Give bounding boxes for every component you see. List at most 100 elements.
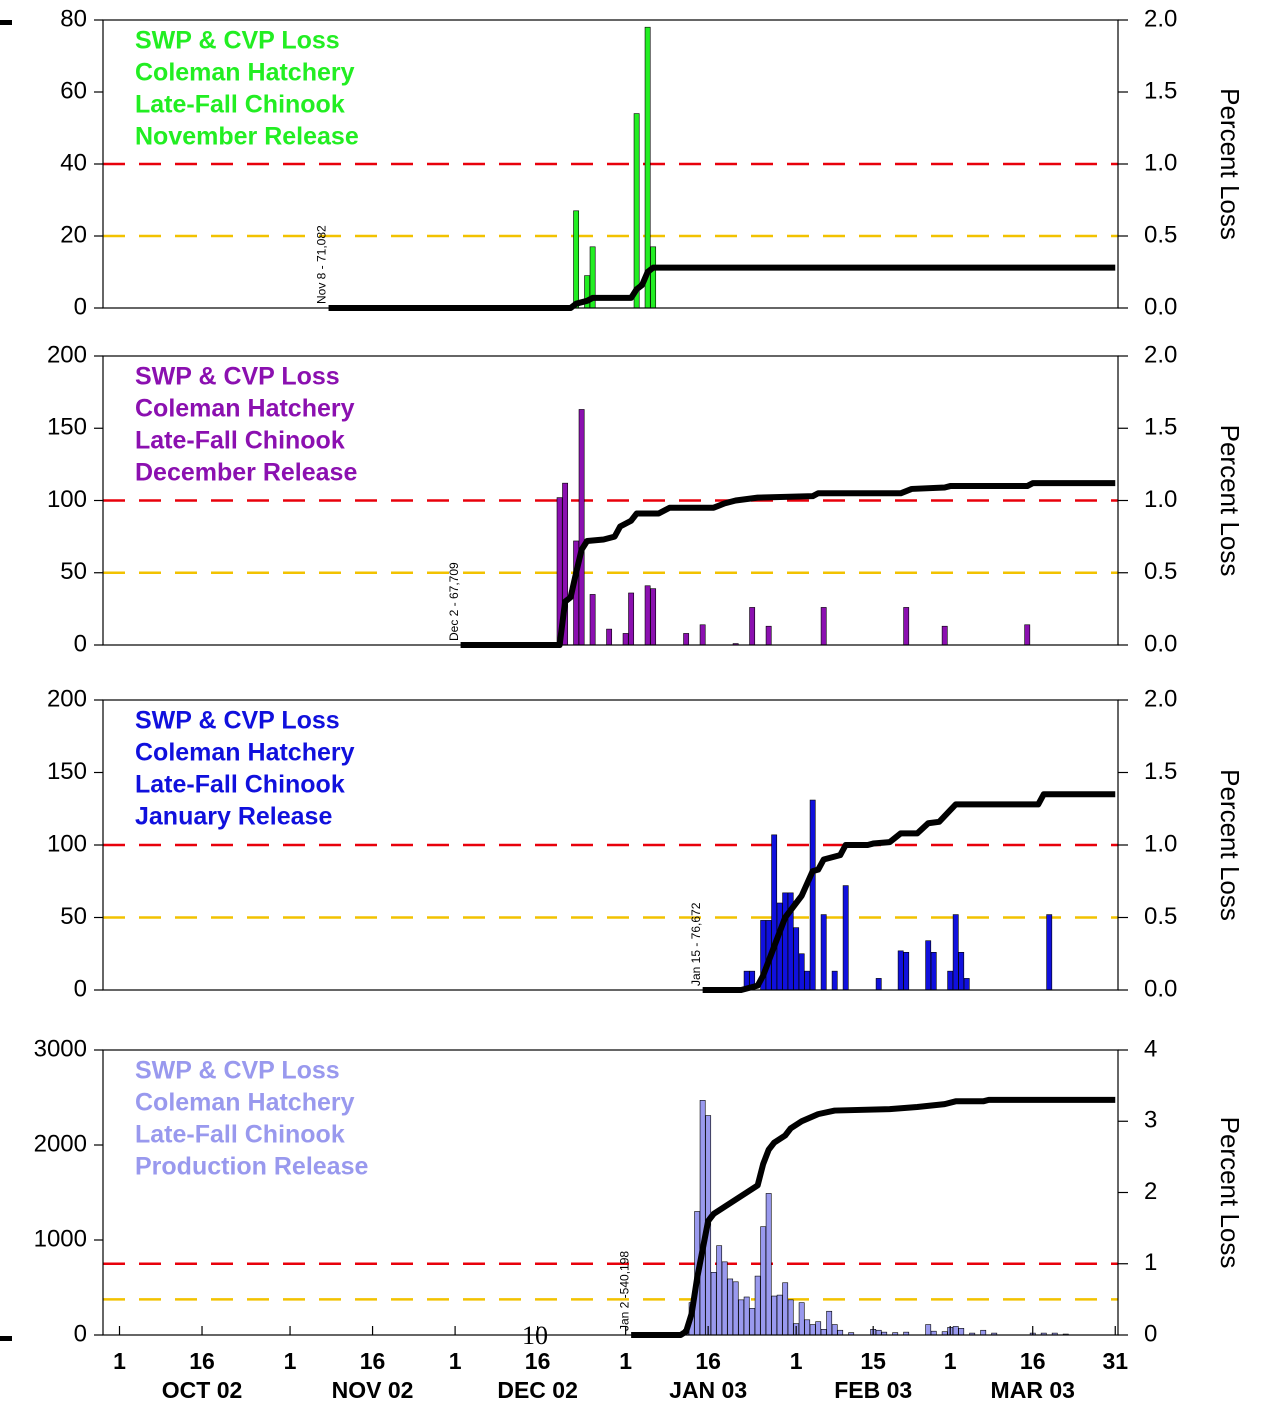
bar xyxy=(897,950,904,991)
legend-line: January Release xyxy=(135,803,332,831)
bar xyxy=(650,588,657,646)
legend-line: SWP & CVP Loss xyxy=(135,1057,340,1085)
bar xyxy=(958,1328,965,1336)
bar xyxy=(826,1310,833,1336)
y2-axis-label: Percent Loss xyxy=(1215,1117,1245,1269)
bar xyxy=(1024,624,1031,646)
bar xyxy=(925,940,932,991)
bar xyxy=(815,1321,822,1336)
cumulative-line xyxy=(702,791,1116,993)
release-annotation: Jan 2 -540,198 xyxy=(617,1251,631,1331)
bar xyxy=(1046,914,1053,991)
bar xyxy=(776,1294,783,1336)
y2-tick-label: 4 xyxy=(1144,1035,1157,1062)
y-tick-label: 80 xyxy=(60,5,87,32)
bar xyxy=(820,914,827,991)
x-group-label: MAR 03 xyxy=(991,1377,1075,1403)
y-tick-label: 150 xyxy=(47,414,87,441)
bar xyxy=(765,625,772,646)
bar xyxy=(875,1329,882,1336)
x-tick-label: 16 xyxy=(189,1348,215,1374)
y2-tick-label: 1.5 xyxy=(1144,758,1177,785)
y2-tick-label: 0.5 xyxy=(1144,221,1177,248)
y-tick-label: 100 xyxy=(47,830,87,857)
bar xyxy=(573,210,580,309)
legend-line: December Release xyxy=(135,459,357,487)
bar xyxy=(787,1299,794,1336)
x-group-label: JAN 03 xyxy=(669,1377,747,1403)
bar xyxy=(683,633,690,646)
y2-tick-label: 0.0 xyxy=(1144,975,1177,1002)
release-annotation: Dec 2 - 67,709 xyxy=(447,562,461,641)
bar xyxy=(782,892,789,991)
y-tick-label: 60 xyxy=(60,77,87,104)
bar xyxy=(644,26,651,309)
legend-line: Late-Fall Chinook xyxy=(135,771,345,799)
x-tick-label: 1 xyxy=(449,1348,462,1374)
legend-line: Coleman Hatchery xyxy=(135,59,355,87)
x-tick-label: 1 xyxy=(944,1348,957,1374)
bar xyxy=(875,978,882,991)
bar xyxy=(958,951,965,991)
y-tick-label: 50 xyxy=(60,903,87,930)
x-tick-label: 1 xyxy=(619,1348,632,1374)
legend-line: Coleman Hatchery xyxy=(135,395,355,423)
bar xyxy=(644,585,651,646)
bar xyxy=(952,1326,959,1336)
bar xyxy=(941,625,948,646)
release-annotation: Jan 15 - 76,672 xyxy=(689,902,703,986)
edge-mark xyxy=(0,1336,12,1341)
bar xyxy=(633,113,640,309)
y-tick-label: 200 xyxy=(47,341,87,368)
y2-axis-label: Percent Loss xyxy=(1215,425,1245,577)
y2-axis-label: Percent Loss xyxy=(1215,88,1245,240)
y-tick-label: 200 xyxy=(47,685,87,712)
bar xyxy=(732,1281,739,1336)
legend-line: Production Release xyxy=(135,1153,368,1181)
bar xyxy=(628,592,635,646)
bar xyxy=(721,1261,728,1336)
bar xyxy=(831,970,838,991)
x-group-label: DEC 02 xyxy=(497,1377,578,1403)
plot-frame xyxy=(102,355,1119,646)
release-annotation: Nov 8 - 71,082 xyxy=(315,225,329,304)
bar xyxy=(650,246,657,309)
y2-tick-label: 0.5 xyxy=(1144,903,1177,930)
y-tick-label: 0 xyxy=(74,975,87,1002)
x-tick-label: 1 xyxy=(284,1348,297,1374)
y2-tick-label: 0.5 xyxy=(1144,558,1177,585)
y-tick-label: 1000 xyxy=(34,1225,87,1252)
y2-tick-label: 0 xyxy=(1144,1320,1157,1347)
bar xyxy=(710,1272,717,1336)
bar xyxy=(804,970,811,991)
bar xyxy=(699,1100,706,1336)
y2-tick-label: 1 xyxy=(1144,1249,1157,1276)
x-tick-label: 16 xyxy=(695,1348,721,1374)
y-tick-label: 150 xyxy=(47,758,87,785)
y-tick-label: 100 xyxy=(47,486,87,513)
y-tick-label: 0 xyxy=(74,293,87,320)
bar xyxy=(842,885,849,991)
bar xyxy=(760,1226,767,1336)
cumulative-line xyxy=(631,1096,1116,1338)
bar xyxy=(589,594,596,646)
bar xyxy=(782,1282,789,1336)
bar xyxy=(606,628,613,646)
bar xyxy=(925,1324,932,1336)
legend-line: Coleman Hatchery xyxy=(135,739,355,767)
x-group-label: NOV 02 xyxy=(332,1377,414,1403)
x-tick-label: 16 xyxy=(360,1348,386,1374)
y-tick-label: 40 xyxy=(60,149,87,176)
x-group-label: FEB 03 xyxy=(834,1377,912,1403)
x-tick-label: 15 xyxy=(860,1348,886,1374)
bar xyxy=(963,978,970,991)
bar xyxy=(793,927,800,991)
y2-tick-label: 2 xyxy=(1144,1178,1157,1205)
bar xyxy=(903,607,910,646)
y2-tick-label: 2.0 xyxy=(1144,341,1177,368)
cumulative-line xyxy=(328,264,1116,311)
legend-line: November Release xyxy=(135,123,359,151)
bar xyxy=(776,902,783,991)
plot-frame xyxy=(102,19,1119,309)
